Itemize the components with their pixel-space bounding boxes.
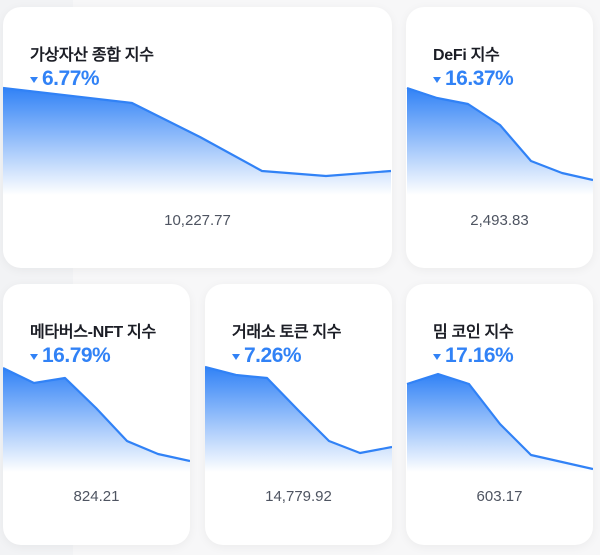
sparkline-line [3,367,190,463]
index-card-metaverse-nft[interactable]: 메타버스-NFT 지수 16.79% 824.21 [3,284,190,545]
sparkline-chart [406,86,593,195]
change-value: 17.16% [445,344,514,367]
index-card-meme-coin[interactable]: 밈 코인 지수 17.16% 603.17 [406,284,593,545]
index-card-defi[interactable]: DeFi 지수 16.37% 2,493.83 [406,7,593,268]
sparkline-area [205,367,392,472]
card-title: DeFi 지수 [433,47,500,64]
change-value: 16.37% [445,67,514,90]
triangle-down-icon [30,353,38,360]
sparkline-chart [3,86,392,195]
index-value: 824.21 [73,488,120,505]
index-value: 14,779.92 [265,488,332,505]
sparkline-area [407,88,593,195]
change-value: 7.26% [244,344,302,367]
triangle-down-icon [30,76,38,83]
sparkline-chart [3,367,190,472]
change-percent: 17.16% [433,344,514,368]
sparkline-chart [406,372,593,472]
card-title: 밈 코인 지수 [433,324,514,341]
index-card-total[interactable]: 가상자산 종합 지수 6.77% 10,227.77 [3,7,392,268]
index-card-exchange-token[interactable]: 거래소 토큰 지수 7.26% 14,779.92 [205,284,392,545]
sparkline-area [3,88,391,195]
triangle-down-icon [232,353,240,360]
index-value: 10,227.77 [164,212,231,229]
index-value: 603.17 [476,488,523,505]
change-value: 6.77% [42,67,100,90]
index-value: 2,493.83 [470,212,529,229]
sparkline-chart [205,365,392,472]
change-value: 16.79% [42,344,111,367]
card-title: 거래소 토큰 지수 [232,324,342,341]
sparkline-line [205,365,392,455]
triangle-down-icon [433,353,441,360]
sparkline-line [3,86,392,178]
card-title: 메타버스-NFT 지수 [30,324,156,341]
change-percent: 6.77% [30,67,100,91]
sparkline-line [406,372,593,471]
change-percent: 16.37% [433,67,514,91]
sparkline-area [407,374,593,472]
card-title: 가상자산 종합 지수 [30,47,154,64]
triangle-down-icon [433,76,441,83]
change-percent: 16.79% [30,344,111,368]
sparkline-line [406,86,593,182]
change-percent: 7.26% [232,344,302,368]
sparkline-area [3,368,190,472]
